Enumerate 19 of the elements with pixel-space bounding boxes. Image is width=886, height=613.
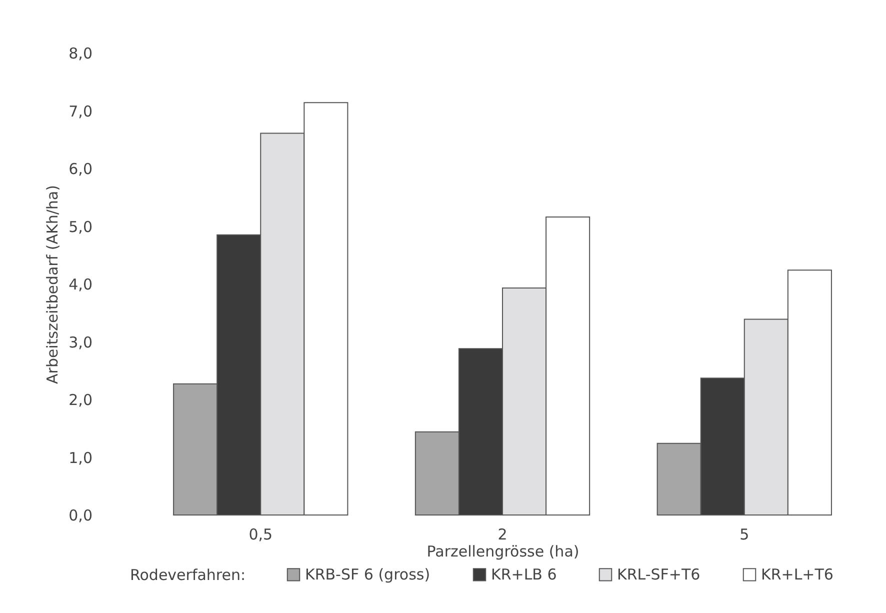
legend-label: KRL-SF+T6: [617, 566, 700, 584]
y-tick-label: 5,0: [68, 218, 92, 236]
x-tick-label: 5: [740, 526, 750, 544]
y-tick-label: 6,0: [68, 160, 92, 178]
y-tick-label: 2,0: [68, 391, 92, 409]
legend-label: KR+LB 6: [491, 566, 557, 584]
legend-label: KRB-SF 6 (gross): [305, 566, 430, 584]
y-tick-label: 7,0: [68, 102, 92, 120]
y-tick-label: 4,0: [68, 276, 92, 294]
y-tick-label: 0,0: [68, 506, 92, 524]
x-axis-title: Parzellengrösse (ha): [426, 542, 580, 560]
legend-title: Rodeverfahren:: [130, 566, 246, 584]
x-tick-label: 2: [498, 526, 508, 544]
y-tick-label: 1,0: [68, 448, 92, 467]
y-tick-label: 3,0: [68, 333, 92, 352]
y-tick-label: 8,0: [68, 44, 92, 62]
x-tick-label: 0,5: [248, 526, 273, 544]
legend-label: KR+L+T6: [761, 566, 834, 584]
y-axis-title: Arbeitszeitbedarf (AKh/ha): [44, 185, 62, 384]
